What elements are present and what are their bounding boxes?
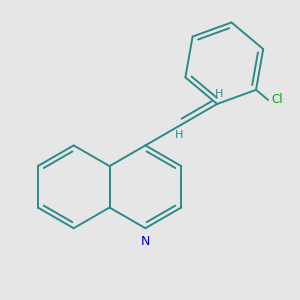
Text: H: H <box>175 130 184 140</box>
Text: N: N <box>141 235 150 248</box>
Text: H: H <box>215 88 223 99</box>
Text: Cl: Cl <box>272 93 284 106</box>
